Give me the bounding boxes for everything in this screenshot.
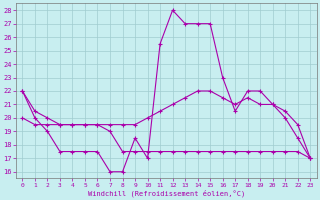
X-axis label: Windchill (Refroidissement éolien,°C): Windchill (Refroidissement éolien,°C) <box>88 189 245 197</box>
